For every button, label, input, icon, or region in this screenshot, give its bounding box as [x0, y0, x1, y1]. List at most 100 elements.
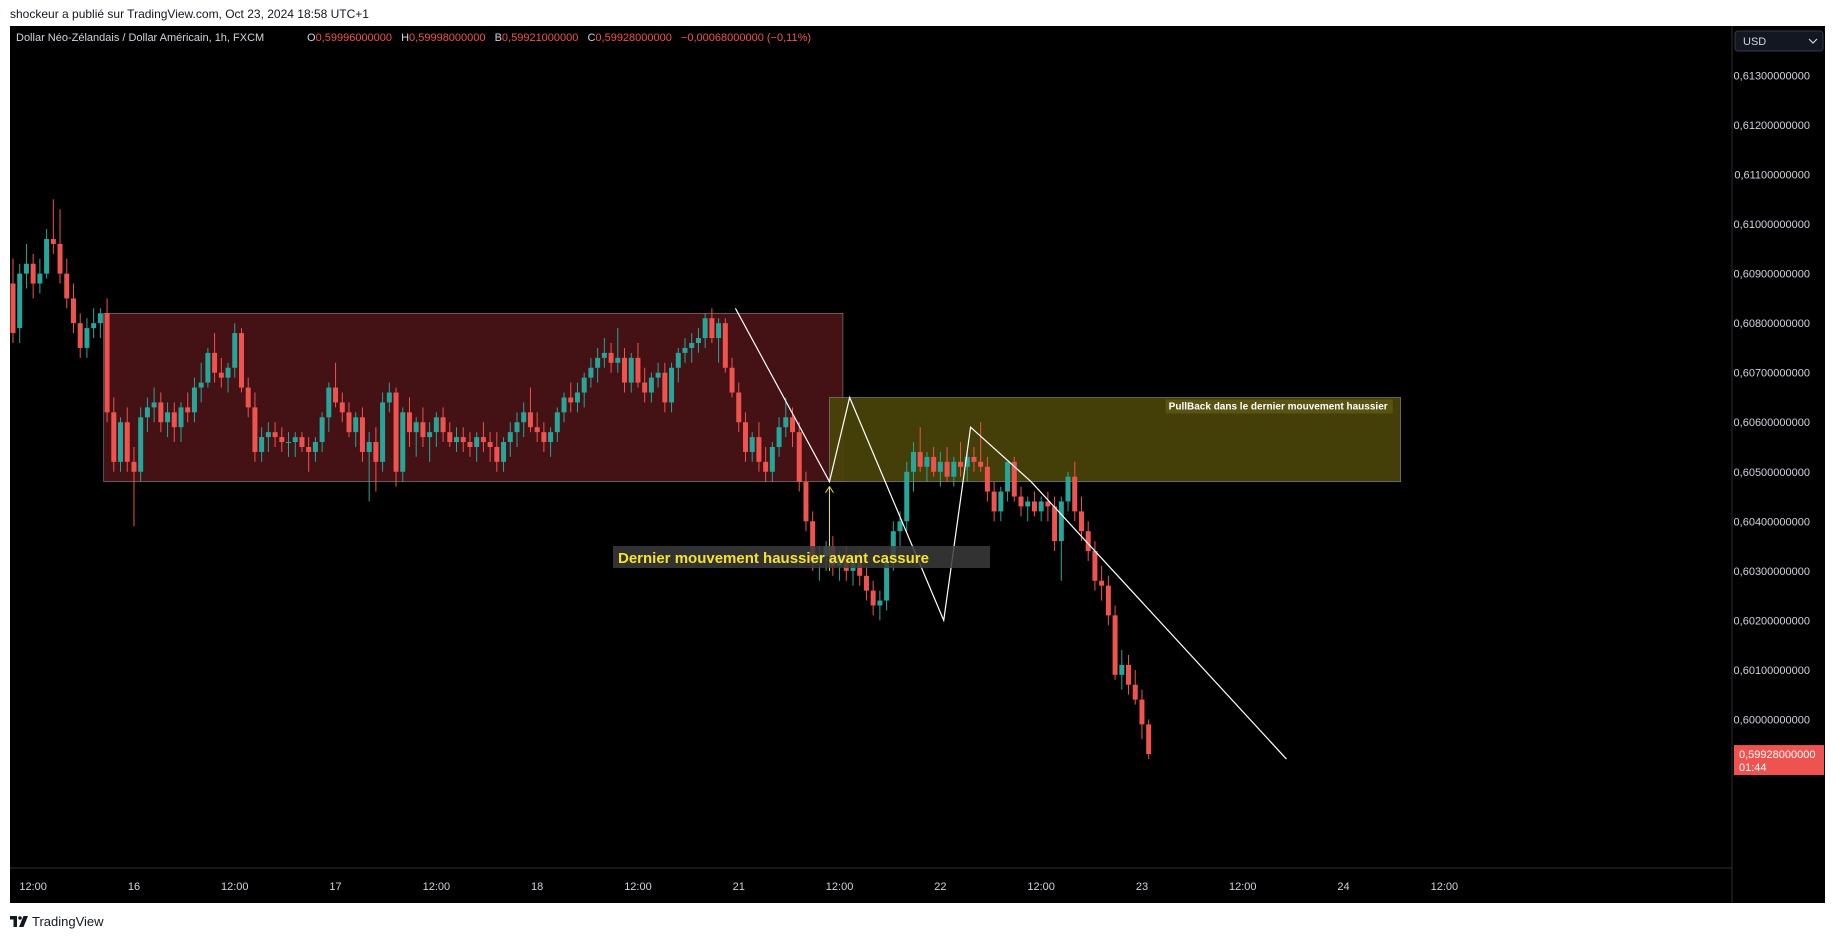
annotation-bg	[613, 546, 990, 568]
candle-body	[413, 422, 419, 433]
candle-body	[326, 387, 332, 418]
candle-body	[501, 442, 507, 462]
x-tick-label: 12:00	[826, 881, 854, 893]
candle-body	[373, 442, 379, 462]
candle	[1126, 655, 1132, 695]
candle-body	[406, 412, 412, 433]
candle	[299, 432, 305, 452]
candle-body	[742, 422, 748, 452]
candle	[783, 397, 789, 438]
candle-body	[84, 328, 90, 348]
candle-body	[769, 447, 775, 472]
candle	[30, 253, 36, 299]
candle-body	[615, 357, 621, 363]
candle	[682, 338, 688, 363]
candle	[353, 412, 359, 447]
currency-button[interactable]: USD	[1734, 30, 1824, 52]
candle-body	[628, 357, 634, 383]
candle	[77, 313, 83, 358]
candle-body	[581, 377, 587, 393]
chevron-down-icon	[1808, 38, 1818, 44]
candle	[958, 442, 964, 477]
candle-body	[104, 313, 110, 413]
drop-line-1[interactable]	[734, 308, 1287, 760]
candle-body	[1031, 501, 1037, 512]
candle-body	[299, 437, 305, 447]
candle-body	[749, 437, 755, 452]
candle	[944, 447, 950, 482]
price-chart[interactable]: PullBack dans le dernier mouvement hauss…	[10, 26, 1825, 903]
candle-body	[910, 451, 916, 472]
candle-body	[292, 437, 298, 443]
candle	[655, 362, 661, 388]
candle-body	[144, 407, 150, 418]
candle	[595, 347, 601, 383]
candle	[877, 590, 883, 621]
x-tick-label: 12:00	[624, 881, 652, 893]
high-value: 0,59998000000	[409, 32, 485, 44]
candle	[319, 412, 325, 452]
candle	[1112, 605, 1118, 680]
candle	[467, 432, 473, 457]
candle-body	[527, 412, 533, 428]
candle	[978, 422, 984, 472]
candle-body	[931, 456, 937, 472]
candle-body	[971, 456, 977, 462]
candle	[64, 258, 70, 309]
candle	[689, 333, 695, 363]
candle	[991, 481, 997, 522]
candle	[50, 199, 56, 254]
candle-body	[272, 432, 278, 438]
candle-body	[1005, 461, 1011, 492]
candle-body	[1011, 461, 1017, 497]
candle	[1052, 496, 1058, 552]
candle	[1031, 491, 1037, 517]
last-price-countdown: 01:44	[1739, 762, 1767, 774]
candle	[870, 580, 876, 616]
candle-body	[185, 407, 191, 413]
candle	[695, 328, 701, 353]
candle	[185, 392, 191, 423]
candle-body	[1078, 511, 1084, 532]
candle-body	[951, 461, 957, 477]
x-tick-label: 12:00	[423, 881, 451, 893]
candle	[413, 417, 419, 457]
candle-body	[857, 560, 863, 576]
arrow-head-icon	[825, 485, 834, 493]
candle	[427, 422, 433, 462]
x-tick-label: 12:00	[1027, 881, 1055, 893]
candle-body	[17, 273, 23, 329]
brand[interactable]: TradingView	[10, 914, 104, 929]
candle-body	[648, 377, 654, 393]
candle-body	[70, 298, 76, 324]
candle	[669, 362, 675, 413]
candle	[951, 456, 957, 487]
candle	[910, 442, 916, 492]
candle-body	[77, 323, 83, 348]
candle	[769, 442, 775, 482]
candle-body	[568, 397, 574, 403]
candle-body	[212, 352, 218, 373]
candle	[265, 422, 271, 452]
candle-body	[689, 342, 695, 348]
chart-container[interactable]: PullBack dans le dernier mouvement hauss…	[10, 26, 1825, 903]
x-tick-label: 18	[531, 881, 543, 893]
candle-body	[165, 412, 171, 423]
candle-body	[790, 417, 796, 433]
x-tick-label: 23	[1136, 881, 1148, 893]
publish-bar: shockeur a publié sur TradingView.com, O…	[0, 0, 1835, 26]
candle	[648, 372, 654, 403]
candle-body	[548, 432, 554, 443]
candle	[17, 263, 23, 343]
candle-body	[521, 412, 527, 423]
range-box[interactable]	[103, 312, 844, 482]
candle-body	[10, 283, 16, 334]
y-tick-label: 0,60500000000	[1734, 467, 1810, 479]
candle	[541, 422, 547, 452]
candle	[171, 402, 177, 443]
candle	[1078, 496, 1084, 542]
candle-body	[306, 447, 312, 452]
candle-body	[937, 461, 943, 472]
candle-body	[601, 352, 607, 358]
close-label: C	[587, 32, 595, 44]
